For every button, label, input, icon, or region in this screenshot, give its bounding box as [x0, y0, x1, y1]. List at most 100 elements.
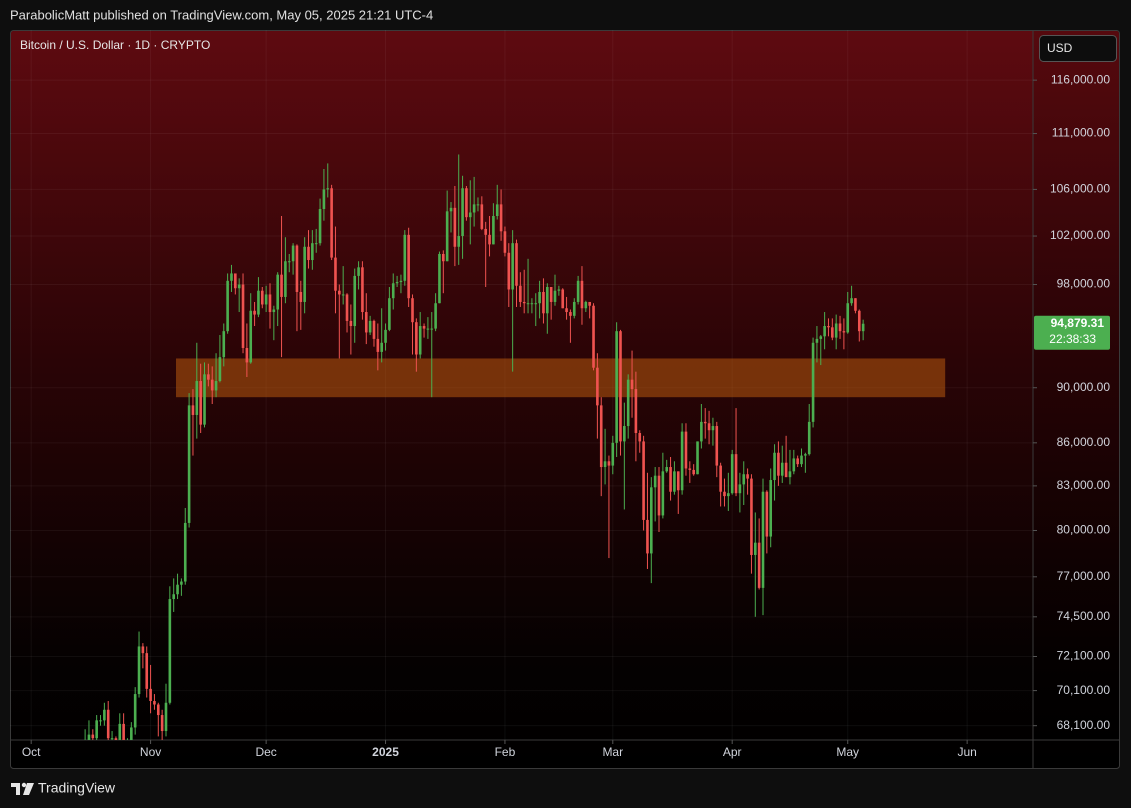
- y-tick-label: 83,000.00: [1057, 478, 1111, 492]
- candle-body: [761, 491, 765, 588]
- candle-body: [584, 301, 588, 309]
- candle-body: [203, 374, 206, 425]
- candle-body: [303, 246, 306, 302]
- candle-body: [615, 331, 618, 443]
- y-tick-label: 102,000.00: [1050, 228, 1110, 242]
- currency-box[interactable]: [1039, 35, 1117, 62]
- candle-body: [723, 491, 726, 497]
- last-price-box: [1034, 315, 1110, 350]
- y-tick-label: 98,000.00: [1057, 277, 1111, 291]
- candle-body: [341, 294, 345, 296]
- candle-body: [422, 326, 426, 329]
- candle-body: [395, 282, 399, 284]
- candle-body: [415, 322, 418, 355]
- candle-body: [468, 212, 472, 218]
- y-tick-label: 77,000.00: [1057, 569, 1111, 583]
- x-tick-label: Oct: [22, 745, 41, 759]
- candle-body: [388, 298, 391, 330]
- candle-body: [280, 274, 283, 297]
- candle-body: [515, 243, 518, 286]
- candle-body: [607, 461, 611, 466]
- candle-body: [757, 542, 761, 588]
- candle-body: [753, 542, 757, 555]
- candle-body: [149, 688, 152, 702]
- candle-body: [87, 734, 91, 740]
- candle-body: [353, 275, 357, 327]
- candle-body: [364, 312, 368, 333]
- candle-body: [626, 379, 630, 427]
- candle-body: [156, 704, 160, 716]
- candle-body: [623, 426, 626, 442]
- candle-body: [287, 261, 291, 263]
- candle-body: [199, 381, 202, 425]
- candle-body: [792, 458, 796, 472]
- y-tick-label: 106,000.00: [1050, 182, 1110, 196]
- candle-body: [696, 441, 699, 475]
- candle-body: [195, 381, 199, 415]
- candle-body: [588, 301, 591, 306]
- footer-brand: TradingView: [38, 780, 116, 796]
- candle-body: [241, 284, 245, 348]
- highlight-zone: [176, 358, 946, 398]
- candle-body: [237, 284, 241, 289]
- y-tick-label: 72,100.00: [1057, 649, 1111, 663]
- candle-body: [218, 357, 222, 382]
- candle-body: [507, 252, 511, 290]
- candle-body: [700, 421, 703, 442]
- candle-body: [322, 189, 326, 210]
- candle-body: [376, 338, 380, 352]
- candle-body: [307, 246, 310, 261]
- candle-body: [684, 431, 688, 469]
- candle-body: [638, 433, 642, 442]
- candle-body: [380, 342, 383, 352]
- candle-body: [438, 253, 441, 304]
- candle-body: [106, 709, 110, 739]
- candle-body: [276, 274, 279, 310]
- candle-body: [780, 462, 784, 476]
- candle-body: [807, 421, 811, 455]
- candle-body: [711, 426, 715, 431]
- candle-body: [114, 738, 118, 740]
- candle-body: [230, 273, 233, 281]
- candle-body: [110, 738, 114, 740]
- candle-body: [715, 426, 719, 466]
- candle-body: [426, 328, 430, 330]
- candle-body: [160, 715, 164, 732]
- candle-body: [738, 484, 742, 494]
- candle-body: [553, 290, 557, 302]
- candle-body: [264, 294, 268, 305]
- candle-body: [465, 188, 468, 218]
- x-tick-label: Jun: [957, 745, 976, 759]
- x-tick-label: May: [836, 745, 859, 759]
- x-tick-label: Feb: [495, 745, 516, 759]
- candle-body: [268, 294, 272, 313]
- axes: 116,000.00 111,000.00 106,000.00 102,000.00…: [22, 72, 1110, 759]
- candle-body: [234, 273, 237, 289]
- candle-body: [676, 471, 680, 491]
- candle-body: [827, 326, 830, 328]
- candle-body: [214, 381, 218, 391]
- candle-body: [299, 291, 303, 302]
- plot-area: [84, 154, 946, 740]
- x-tick-label: 2025: [372, 745, 399, 759]
- candle-body: [133, 694, 137, 728]
- candle-body: [557, 289, 561, 291]
- candle-body: [673, 471, 676, 492]
- candle-body: [145, 653, 149, 689]
- candle-body: [834, 323, 838, 338]
- candle-body: [788, 471, 792, 478]
- candle-body: [503, 231, 507, 253]
- candle-body: [596, 367, 599, 406]
- candle-body: [457, 236, 461, 247]
- candle-body: [619, 331, 622, 442]
- candle-body: [561, 289, 565, 309]
- candle-body: [245, 347, 249, 363]
- candle-body: [357, 267, 360, 276]
- candle-body: [730, 454, 734, 494]
- candle-body: [411, 298, 414, 323]
- candle-body: [823, 326, 826, 337]
- candle-body: [418, 326, 422, 355]
- candle-body: [461, 188, 464, 237]
- candle-body: [742, 474, 746, 485]
